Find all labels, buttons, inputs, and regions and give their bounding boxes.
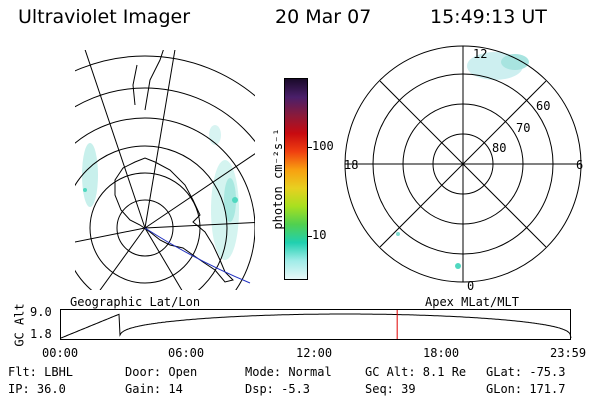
time-label: 15:49:13 UT [430,6,547,28]
mode-info: Mode: Normal [245,365,332,379]
seq-info: Seq: 39 [365,382,416,396]
colorbar-tickmark [308,147,312,148]
mlat-label-60: 60 [536,99,550,113]
mlt-label-0: 0 [467,279,474,293]
apex-polar-plot: 12 18 6 0 60 70 80 [344,45,583,293]
colorbar-gradient [285,79,307,279]
altitude-xtick-1800: 18:00 [423,346,460,360]
instrument-title: Ultraviolet Imager [18,6,191,28]
glat-info: GLat: -75.3 [486,365,566,379]
mlat-label-70: 70 [516,121,530,135]
mlt-label-18: 18 [344,158,358,172]
altitude-curve [60,313,572,339]
colorbar-tick-10: 10 [312,228,327,242]
mlt-label-12: 12 [473,47,487,61]
colorbar [284,78,308,280]
filter-info: Flt: LBHL [8,365,74,379]
gc-altitude-info: GC Alt: 8.1 Re [365,365,467,379]
door-info: Door: Open [125,365,198,379]
colorbar-tick-100: 100 [312,139,334,153]
glon-info: GLon: 171.7 [486,382,566,396]
colorbar-tickmark [308,236,312,237]
altitude-plot [60,309,572,340]
geographic-map [75,50,255,290]
date-label: 20 Mar 07 [275,6,372,28]
dsp-info: Dsp: -5.3 [245,382,311,396]
altitude-ytick-high: 9.0 [30,305,52,319]
gain-info: Gain: 14 [125,382,183,396]
altitude-xtick-0000: 00:00 [42,346,79,360]
altitude-ylabel: GC Alt [12,303,27,347]
ip-info: IP: 36.0 [8,382,66,396]
altitude-xtick-1200: 12:00 [296,346,333,360]
emission-region-right [396,52,529,269]
mlt-label-6: 6 [576,158,583,172]
altitude-xtick-0600: 06:00 [168,346,205,360]
altitude-plot-frame [60,309,571,340]
apex-label: Apex MLat/MLT [425,295,519,309]
altitude-ytick-low: 1.8 [30,327,52,341]
altitude-xtick-2359: 23:59 [550,346,587,360]
mlat-label-80: 80 [492,141,506,155]
geographic-label: Geographic Lat/Lon [70,295,201,309]
colorbar-unit-label: photon cm⁻²s⁻¹ [271,128,285,230]
